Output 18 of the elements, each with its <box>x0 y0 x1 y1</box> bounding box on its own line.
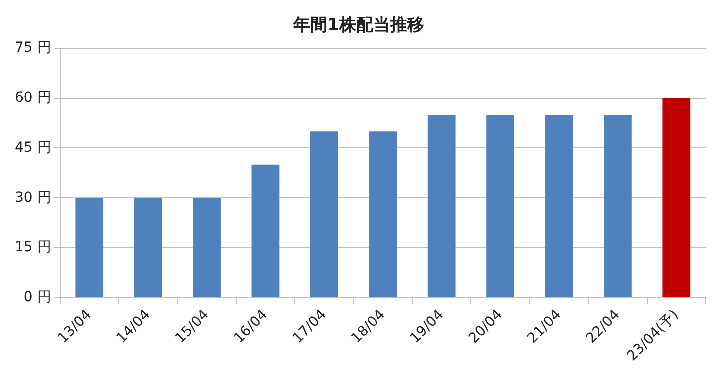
chart-title: 年間1株配当推移 <box>292 16 424 36</box>
bar <box>310 132 338 298</box>
y-tick-label: 30 円 <box>15 190 52 206</box>
y-tick-label: 15 円 <box>15 240 52 256</box>
y-tick-label: 45 円 <box>15 140 52 156</box>
bar <box>545 114 574 298</box>
bar <box>193 198 221 298</box>
y-tick-label: 75 円 <box>15 40 52 56</box>
y-tick-label: 0 円 <box>24 290 52 306</box>
bar <box>486 114 514 298</box>
bar <box>252 164 280 298</box>
bar <box>76 198 104 298</box>
y-tick-label: 60 円 <box>15 90 52 106</box>
bar <box>662 98 691 298</box>
bar <box>428 114 456 298</box>
bar <box>369 132 398 298</box>
bar <box>134 198 162 298</box>
bar <box>604 114 632 298</box>
